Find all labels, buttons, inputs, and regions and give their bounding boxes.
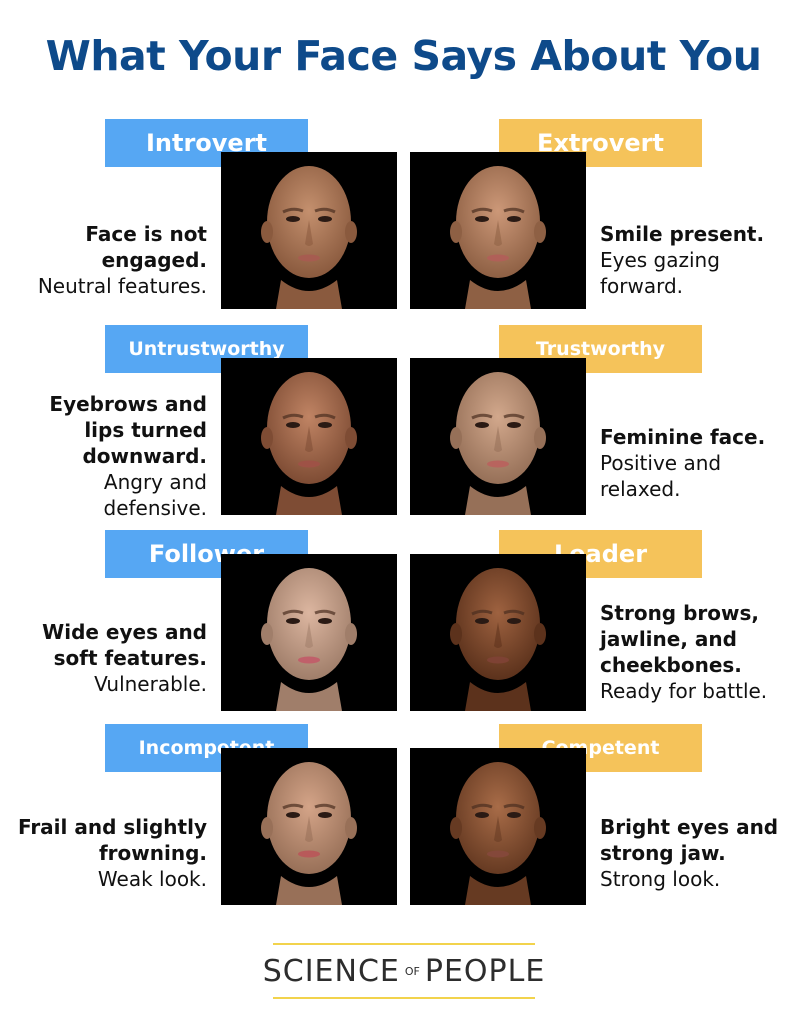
face-image-trustworthy	[410, 358, 586, 515]
page-title: What Your Face Says About You	[45, 32, 762, 80]
desc-normal: Neutral features.	[37, 274, 207, 298]
desc-competent: Bright eyes and strong jaw. Strong look.	[600, 795, 800, 910]
desc-incompetent: Frail and slightly frowning. Weak look.	[7, 795, 207, 910]
desc-normal: Angry and defensive.	[103, 469, 208, 520]
face-image-follower	[221, 554, 397, 711]
face-image-leader	[410, 554, 586, 711]
desc-bold: Eyebrows and lips turned downward.	[49, 391, 207, 468]
desc-leader: Strong brows, jawline, and cheekbones. R…	[600, 584, 800, 719]
desc-extrovert: Smile present. Eyes gazing forward.	[600, 205, 800, 315]
desc-bold: Smile present.	[600, 222, 765, 246]
desc-bold: Bright eyes and strong jaw.	[600, 814, 779, 865]
desc-bold: Wide eyes and soft features.	[42, 620, 207, 670]
face-image-extrovert	[410, 152, 586, 309]
desc-untrustworthy: Eyebrows and lips turned downward. Angry…	[7, 388, 207, 523]
desc-bold: Strong brows, jawline, and cheekbones.	[600, 600, 759, 677]
label-introvert: Introvert	[105, 119, 308, 167]
desc-normal: Eyes gazing forward.	[600, 248, 720, 298]
logo-text-science: SCIENCE	[262, 953, 400, 989]
desc-follower: Wide eyes and soft features. Vulnerable.	[7, 598, 207, 718]
desc-normal: Strong look.	[600, 866, 721, 891]
desc-bold: Face is not engaged.	[85, 222, 207, 272]
desc-trustworthy: Feminine face. Positive and relaxed.	[600, 400, 800, 525]
desc-bold: Frail and slightly frowning.	[17, 814, 207, 865]
desc-normal: Weak look.	[97, 866, 207, 891]
face-image-introvert	[221, 152, 397, 309]
science-of-people-logo: SCIENCE OF PEOPLE	[263, 943, 544, 999]
desc-bold: Feminine face.	[600, 424, 766, 449]
logo-text-of: OF	[404, 964, 420, 978]
logo-text-people: PEOPLE	[424, 953, 546, 989]
desc-normal: Vulnerable.	[94, 672, 207, 696]
face-image-untrustworthy	[221, 358, 397, 515]
face-image-incompetent	[221, 748, 397, 905]
desc-normal: Ready for battle.	[600, 678, 768, 703]
face-image-competent	[410, 748, 586, 905]
desc-introvert: Face is not engaged. Neutral features.	[7, 205, 207, 315]
desc-normal: Positive and relaxed.	[600, 450, 722, 501]
